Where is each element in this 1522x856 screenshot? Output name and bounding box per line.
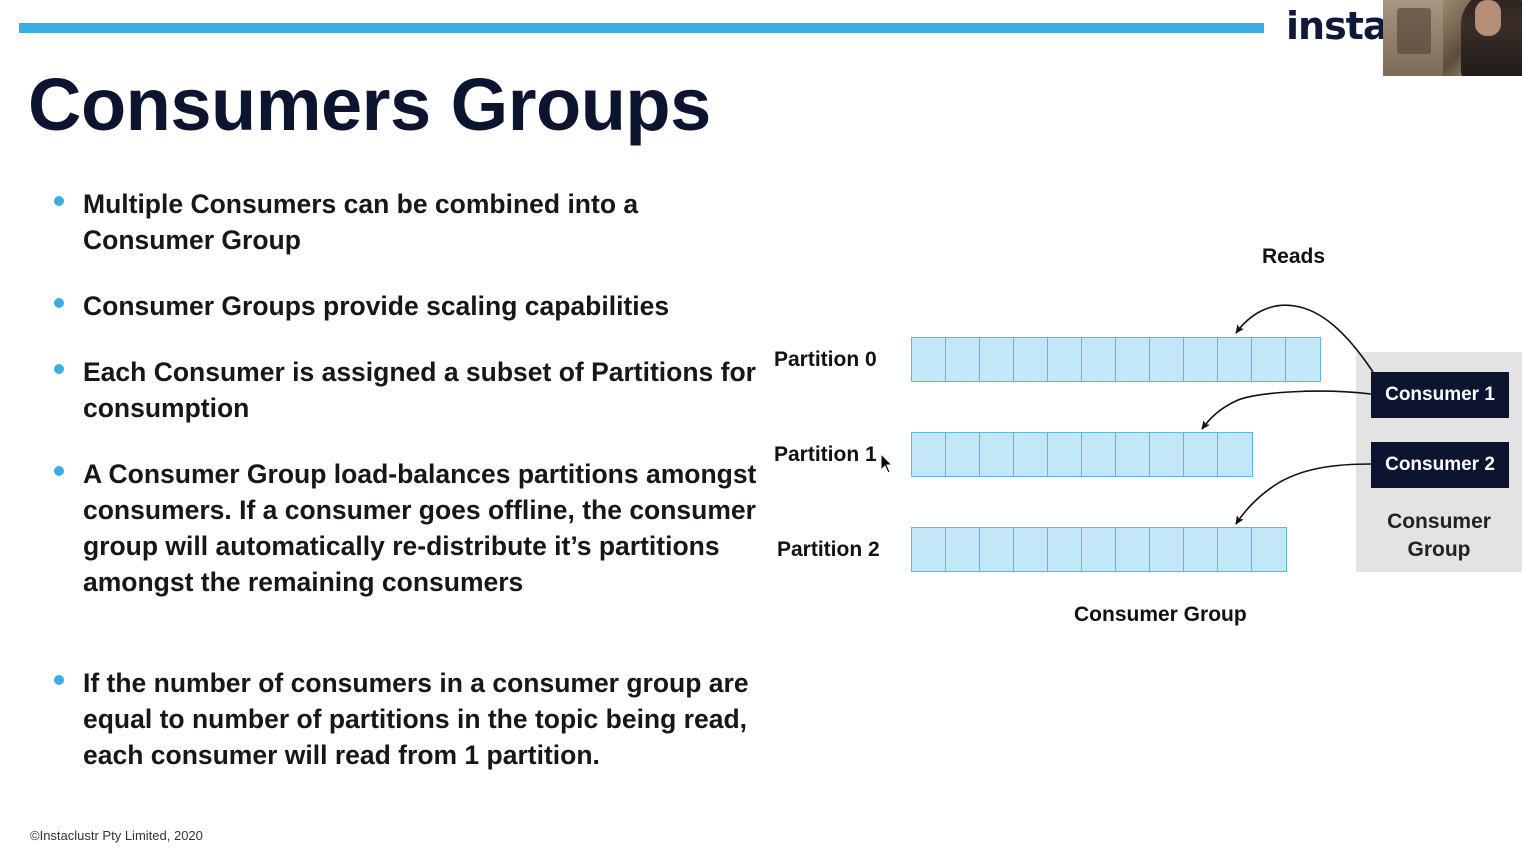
partition-record-cell [1218, 433, 1252, 476]
partition-label: Partition 2 [777, 538, 880, 561]
arrow-consumer2-partition-2 [1235, 463, 1372, 525]
bullet-text: Multiple Consumers can be combined into … [83, 189, 639, 255]
partition-record-cell [1150, 338, 1184, 381]
partition-record-cell [946, 528, 980, 571]
partition-record-cell [1184, 433, 1218, 476]
reads-label: Reads [1262, 245, 1326, 268]
partition-record-cell [912, 433, 946, 476]
bullet-dot-icon [54, 196, 64, 206]
bullet-text: A Consumer Group load-balances partition… [83, 459, 757, 597]
consumer-group-box-label: Consumer Group [1387, 510, 1491, 561]
slide-title: Consumers Groups [28, 63, 711, 146]
partition-record-cell [1252, 528, 1286, 571]
arrow-consumer1-partition-1 [1201, 390, 1372, 430]
partition-record-cell [1116, 528, 1150, 571]
presenter-face [1475, 0, 1501, 36]
partition-label: Partition 0 [774, 348, 877, 371]
partition-record-cell [1048, 528, 1082, 571]
partition-record-cell [1218, 338, 1252, 381]
copyright-footer: ©Instaclustr Pty Limited, 2020 [30, 828, 203, 843]
partition-label: Partition 1 [774, 443, 877, 466]
arrow-reads-partition-0 [1235, 304, 1374, 373]
consumer-1-box: Consumer 1 [1371, 372, 1509, 418]
partition-0-log [911, 337, 1321, 382]
partition-record-cell [1218, 528, 1252, 571]
partition-record-cell [1116, 338, 1150, 381]
partition-record-cell [980, 433, 1014, 476]
partition-record-cell [1048, 433, 1082, 476]
top-accent-bar [19, 23, 1264, 33]
bullet-dot-icon [54, 675, 64, 685]
partition-record-cell [912, 528, 946, 571]
bullet-text: If the number of consumers in a consumer… [83, 668, 749, 770]
partition-record-cell [1150, 528, 1184, 571]
partition-record-cell [1082, 528, 1116, 571]
webcam-background-object [1397, 8, 1431, 54]
consumer-2-box: Consumer 2 [1371, 442, 1509, 488]
partition-record-cell [980, 338, 1014, 381]
mouse-pointer-icon [880, 453, 894, 474]
partition-record-cell [912, 338, 946, 381]
bullet-dot-icon [54, 466, 64, 476]
partition-record-cell [1116, 433, 1150, 476]
partition-record-cell [1014, 528, 1048, 571]
partition-record-cell [1014, 433, 1048, 476]
partition-record-cell [1048, 338, 1082, 381]
partition-record-cell [1286, 338, 1320, 381]
partition-record-cell [1184, 528, 1218, 571]
partition-record-cell [1184, 338, 1218, 381]
partition-record-cell [980, 528, 1014, 571]
partition-record-cell [1082, 433, 1116, 476]
bullet-dot-icon [54, 298, 64, 308]
partition-record-cell [946, 338, 980, 381]
consumer-group-diagram: Reads Partition 0 Partition 1 Partition … [760, 230, 1522, 650]
bullet-text: Each Consumer is assigned a subset of Pa… [83, 357, 756, 423]
partition-record-cell [1252, 338, 1286, 381]
partition-1-log [911, 432, 1253, 477]
instaclustr-logo: insta [1286, 4, 1386, 48]
presenter-webcam-video [1383, 0, 1522, 76]
bullet-dot-icon [54, 364, 64, 374]
consumer-group-caption: Consumer Group [1074, 603, 1247, 626]
partition-record-cell [1014, 338, 1048, 381]
partition-record-cell [1082, 338, 1116, 381]
partition-record-cell [1150, 433, 1184, 476]
bullet-text: Consumer Groups provide scaling capabili… [83, 291, 670, 321]
partition-2-log [911, 527, 1287, 572]
partition-record-cell [946, 433, 980, 476]
read-arrows [1201, 304, 1374, 525]
